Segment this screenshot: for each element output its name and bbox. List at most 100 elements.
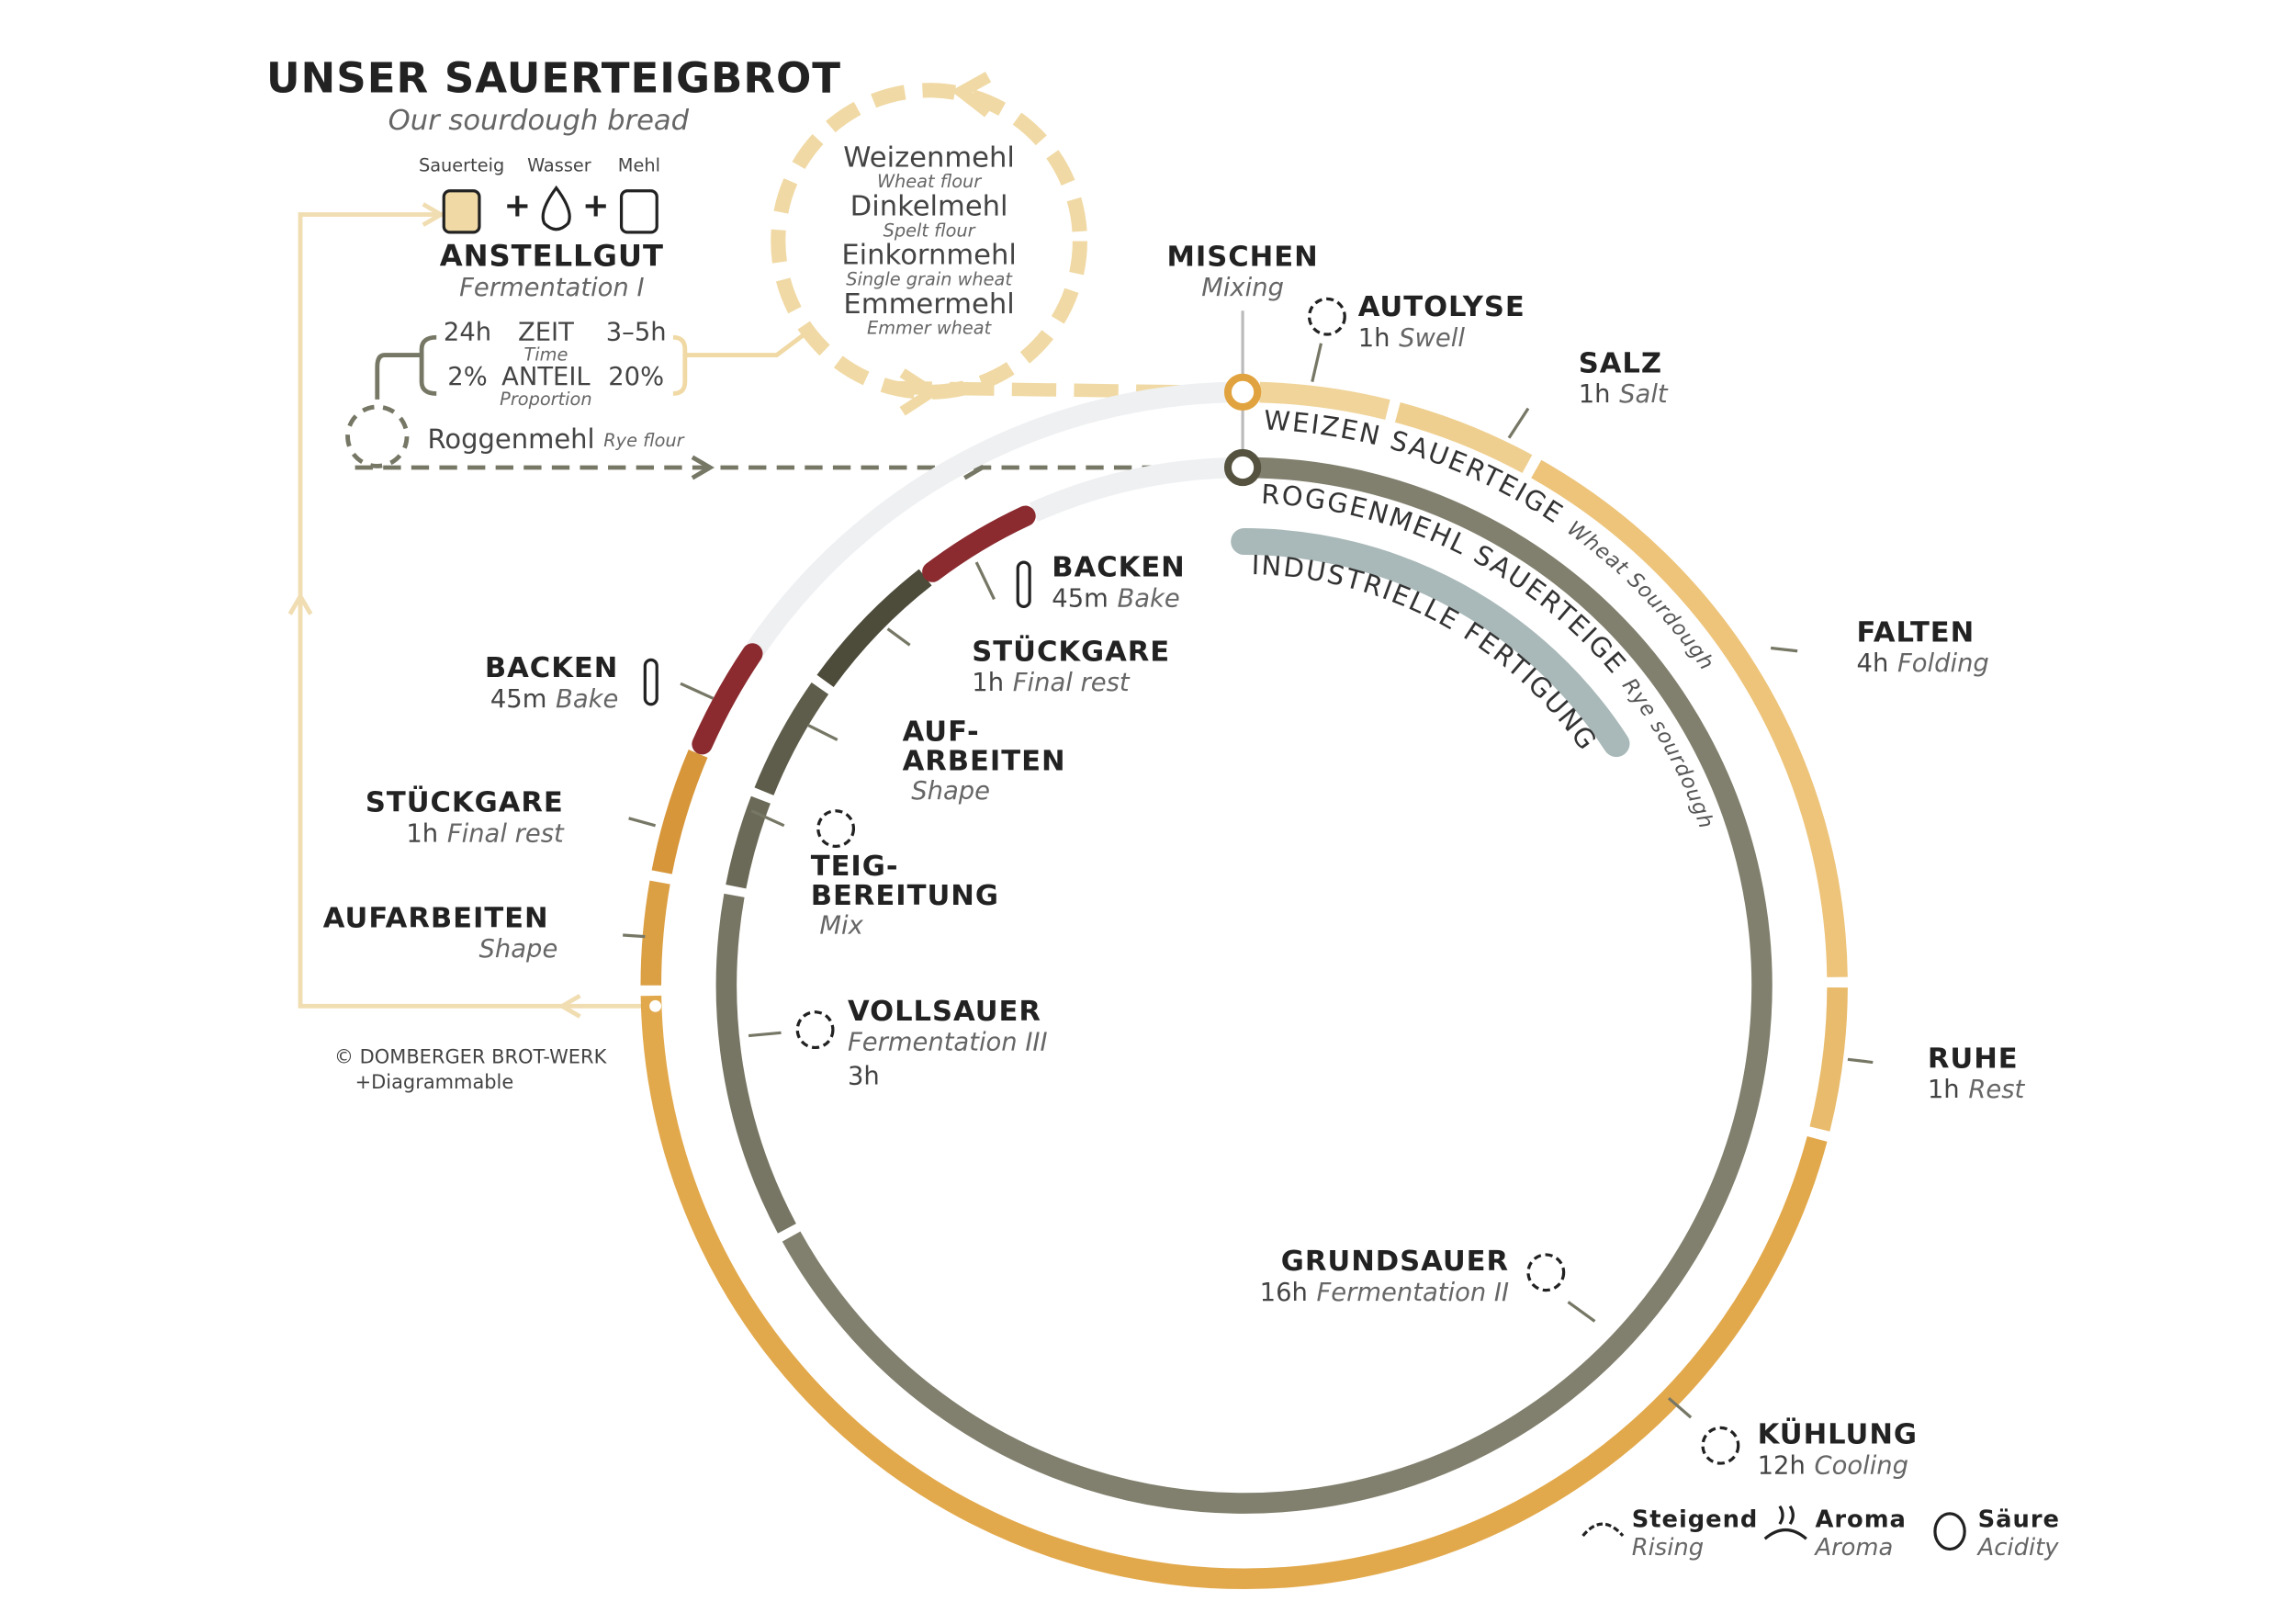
label-part: MISCHEN xyxy=(1166,241,1318,273)
label-part: © DOMBERGER BROT-WERK xyxy=(334,1046,608,1068)
label-part: Final rest xyxy=(1013,669,1131,697)
range-max: 3–5h xyxy=(606,318,667,346)
legend-icon xyxy=(1763,1505,1807,1540)
credit: © DOMBERGER BROT-WERK xyxy=(334,1046,608,1068)
stage-title: AUF- xyxy=(903,716,980,748)
stage-title: ARBEITEN xyxy=(903,745,1066,777)
label-part: AUFARBEITEN xyxy=(323,902,549,934)
flour-name: Einkornmehl xyxy=(841,239,1017,271)
stage-title: RUHE xyxy=(1928,1043,2019,1075)
label-part: BACKEN xyxy=(485,652,618,684)
stage-subtitle: Fermentation I xyxy=(459,274,644,302)
label-part: 2% xyxy=(447,362,487,390)
stage-subtitle: 1h Salt xyxy=(1579,380,1669,409)
wheat-start xyxy=(1223,373,1262,411)
jar-icon xyxy=(442,189,481,234)
leader xyxy=(1507,407,1530,439)
label-part: TEIG- xyxy=(811,850,899,882)
label-part: Roggenmehl xyxy=(428,423,595,455)
label-part: Acidity xyxy=(1976,1533,2060,1561)
ring-faint xyxy=(1029,457,1236,523)
wheat-segment xyxy=(1259,381,1390,420)
leader xyxy=(1311,343,1323,382)
flour-translation: Wheat flour xyxy=(877,171,982,192)
stage-title: VOLLSAUER xyxy=(848,995,1041,1027)
loop-arrow xyxy=(287,592,313,615)
stage-subtitle: Fermentation III xyxy=(848,1028,1048,1056)
label-part: Emmer wheat xyxy=(867,317,993,338)
bracket xyxy=(672,331,808,396)
bracket xyxy=(375,334,437,400)
title: UNSER SAUERTEIGBROT xyxy=(266,54,841,103)
label-part: Fermentation II xyxy=(1317,1278,1510,1306)
label-part: 45m xyxy=(490,684,547,713)
stage-title: MISCHEN xyxy=(1166,241,1318,273)
label-part: Rye flour xyxy=(603,430,684,451)
rye-start xyxy=(1223,448,1262,487)
label-part: ANTEIL xyxy=(501,362,591,390)
label-part: 1h xyxy=(972,669,1004,697)
label-part: Steigend xyxy=(1632,1506,1759,1533)
rye-segment xyxy=(726,795,771,889)
label-part: ZEIT xyxy=(518,318,574,346)
cycle-arrow xyxy=(951,72,992,118)
label-part: Salt xyxy=(1619,380,1669,409)
label-part: Spelt flour xyxy=(884,220,976,241)
stage-title: STÜCKGARE xyxy=(366,784,564,818)
legend-name: Säure xyxy=(1978,1506,2060,1533)
rye-cycle xyxy=(345,404,410,468)
leader xyxy=(748,1031,782,1038)
label-part: AUF- xyxy=(903,716,980,748)
thermometer-icon xyxy=(643,658,658,706)
leader xyxy=(1567,1301,1596,1323)
stage-title: BACKEN xyxy=(1052,551,1185,583)
label-part: KÜHLUNG xyxy=(1758,1416,1918,1450)
stage-subtitle: Shape xyxy=(911,776,990,805)
wheat-segment xyxy=(640,995,1828,1589)
legend-icon xyxy=(1581,1522,1625,1538)
label-part: STÜCKGARE xyxy=(972,634,1170,668)
leader xyxy=(628,817,657,828)
label-part: 45m xyxy=(1052,584,1109,613)
stage-subtitle: 4h Folding xyxy=(1857,649,1989,678)
legend-name: Aroma xyxy=(1815,1506,1906,1533)
label-part: Emmermehl xyxy=(843,288,1014,320)
label-part: Time xyxy=(523,344,568,365)
range-max: 20% xyxy=(608,362,664,390)
stage-subtitle: Mixing xyxy=(1201,274,1284,302)
stage-subtitle: 12h Cooling xyxy=(1758,1451,1908,1480)
label-part: BACKEN xyxy=(1052,551,1185,583)
plus: + xyxy=(503,187,532,225)
leader xyxy=(886,627,911,647)
label-part: 3h xyxy=(848,1062,880,1090)
plus: + xyxy=(582,187,611,225)
label-part: +Diagrammable xyxy=(355,1071,514,1093)
wheat-segment xyxy=(692,643,763,755)
wheat-segment xyxy=(1394,401,1533,474)
rye-segment xyxy=(922,505,1036,582)
label-part: ANSTELLGUT xyxy=(440,238,664,273)
label-part: Single grain wheat xyxy=(846,268,1013,289)
label-part: AUTOLYSE xyxy=(1358,291,1525,323)
thermometer-icon xyxy=(1016,560,1031,609)
legend-name: Steigend xyxy=(1632,1506,1759,1533)
label-part: SALZ xyxy=(1579,347,1662,379)
flour-translation: Spelt flour xyxy=(884,220,976,241)
stage-title: AUTOLYSE xyxy=(1358,291,1525,323)
label-part: Shape xyxy=(479,935,558,964)
stage-title: TEIG- xyxy=(811,850,899,882)
loop-arrow xyxy=(422,202,445,227)
range-label: ZEIT xyxy=(518,318,574,346)
range-translation: Time xyxy=(523,344,568,365)
label-part: STÜCKGARE xyxy=(366,784,564,818)
label-part: Our sourdough bread xyxy=(388,105,690,137)
loop-arrow xyxy=(557,993,581,1019)
stage-icon xyxy=(1701,1426,1740,1465)
rye-segment xyxy=(715,893,796,1234)
stage-title: FALTEN xyxy=(1857,616,1975,648)
flour-name: Emmermehl xyxy=(843,288,1014,320)
label-part: 12h xyxy=(1758,1451,1806,1480)
flow-arrow xyxy=(899,368,942,416)
stage-subtitle: 1h Final rest xyxy=(406,819,565,848)
